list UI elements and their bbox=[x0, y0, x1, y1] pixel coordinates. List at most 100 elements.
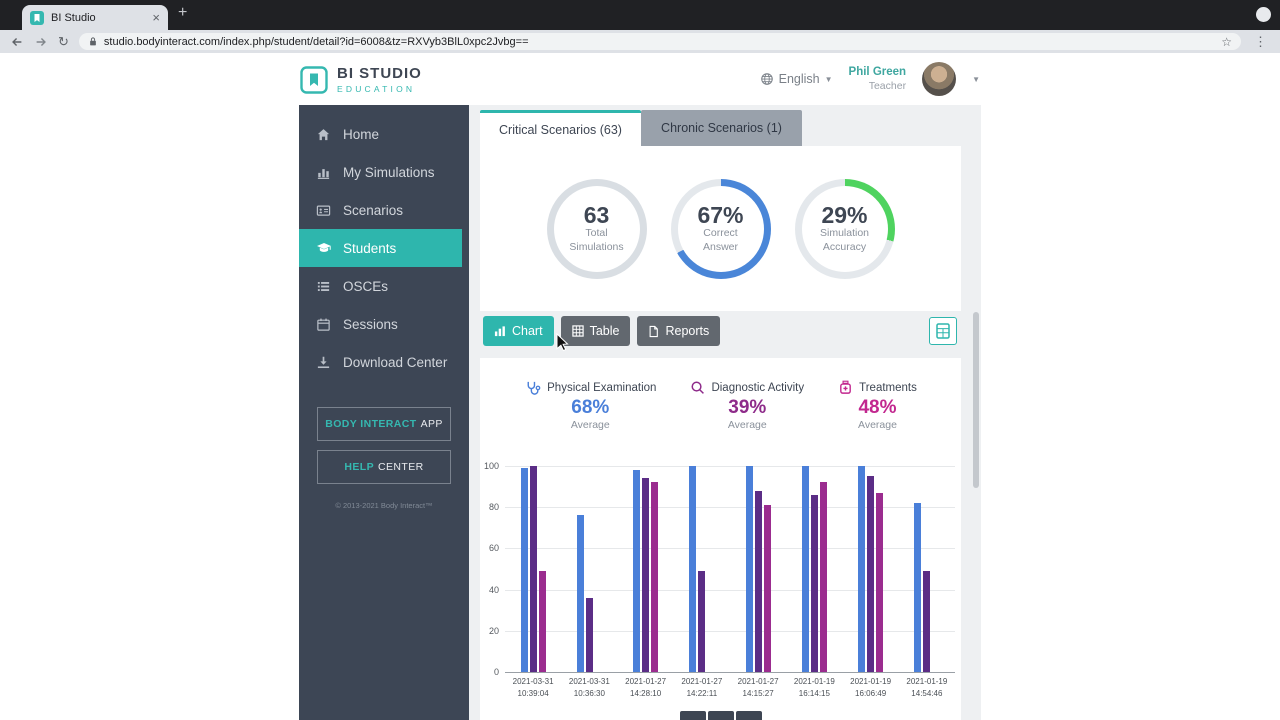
bar-group bbox=[618, 466, 674, 672]
tab-close-icon[interactable]: × bbox=[152, 10, 160, 25]
logo-subtitle: EDUCATION bbox=[337, 84, 416, 94]
button-label-rest: APP bbox=[420, 418, 443, 430]
language-selector[interactable]: English ▼ bbox=[760, 72, 833, 86]
browser-menu-icon[interactable]: ⋮ bbox=[1254, 33, 1267, 49]
x-axis-label: 2021-01-27 14:22:11 bbox=[681, 677, 723, 698]
x-axis-label: 2021-01-19 16:06:49 bbox=[850, 677, 892, 698]
stat-label: Diagnostic Activity bbox=[711, 381, 805, 394]
sidebar-item-scenarios[interactable]: Scenarios bbox=[299, 191, 469, 229]
donut-value: 63 bbox=[583, 202, 610, 229]
button-label: Chart bbox=[512, 324, 543, 338]
export-excel-button[interactable] bbox=[929, 317, 957, 345]
donut-label: Simulation bbox=[819, 227, 870, 240]
reports-button[interactable]: Reports bbox=[637, 316, 721, 346]
button-label: Table bbox=[589, 324, 620, 338]
gridline bbox=[505, 672, 955, 673]
bi-studio-logo-icon bbox=[300, 65, 328, 94]
sidebar: Home My Simulations Scenarios Students bbox=[299, 105, 469, 720]
body-interact-app-button[interactable]: BODY INTERACT APP bbox=[317, 407, 451, 441]
stat-label: Physical Examination bbox=[547, 381, 657, 394]
main-content: Critical Scenarios (63) Chronic Scenario… bbox=[469, 105, 981, 720]
bar-group bbox=[843, 466, 899, 672]
x-axis-label: 2021-01-27 14:28:10 bbox=[625, 677, 667, 698]
sidebar-item-students[interactable]: Students bbox=[299, 229, 462, 267]
y-axis-label: 60 bbox=[488, 543, 499, 554]
x-axis-label: 2021-01-27 14:15:27 bbox=[737, 677, 779, 698]
stats-row: Physical Examination 68% Average Diagnos… bbox=[480, 380, 961, 431]
bar-group bbox=[505, 466, 561, 672]
browser-profile-icon[interactable] bbox=[1256, 7, 1271, 22]
logo-title: BI STUDIO bbox=[337, 65, 422, 82]
new-tab-button[interactable]: + bbox=[178, 4, 188, 21]
treatments-icon bbox=[838, 380, 853, 395]
diagnostic-icon bbox=[690, 380, 705, 395]
bar-physical-examination bbox=[520, 468, 528, 672]
pagination-button[interactable] bbox=[679, 711, 706, 720]
pagination-button[interactable] bbox=[735, 711, 762, 720]
sidebar-item-download-center[interactable]: Download Center bbox=[299, 343, 469, 381]
avatar[interactable] bbox=[922, 62, 957, 96]
button-label: Reports bbox=[665, 324, 710, 338]
scrollbar-thumb[interactable] bbox=[973, 312, 979, 488]
chevron-down-icon: ▼ bbox=[824, 74, 833, 84]
reload-icon[interactable]: ↻ bbox=[58, 34, 69, 49]
tab-chronic-scenarios[interactable]: Chronic Scenarios (1) bbox=[641, 110, 802, 146]
bar-group bbox=[561, 466, 617, 672]
summary-card: 63 Total Simulations 67% Correct Answer … bbox=[480, 146, 961, 311]
pagination-button[interactable] bbox=[707, 711, 734, 720]
list-icon bbox=[316, 278, 332, 294]
x-axis-label: 2021-01-19 14:54:46 bbox=[906, 677, 948, 698]
bar-diagnostic-activity bbox=[585, 598, 593, 672]
stat-sub: Average bbox=[570, 418, 610, 431]
bi-studio-logo[interactable]: BI STUDIO EDUCATION bbox=[300, 65, 422, 94]
calendar-icon bbox=[316, 316, 332, 332]
bar-diagnostic-activity bbox=[529, 466, 537, 672]
tab-critical-scenarios[interactable]: Critical Scenarios (63) bbox=[480, 110, 641, 146]
y-axis-label: 100 bbox=[483, 461, 499, 471]
table-button[interactable]: Table bbox=[560, 316, 631, 346]
chevron-down-icon[interactable]: ▼ bbox=[972, 74, 980, 84]
donut-correct-answer: 67% Correct Answer bbox=[670, 178, 771, 279]
sidebar-item-label: OSCEs bbox=[343, 278, 389, 294]
sidebar-item-home[interactable]: Home bbox=[299, 115, 469, 153]
help-center-button[interactable]: HELP CENTER bbox=[317, 450, 451, 484]
donut-total-simulations: 63 Total Simulations bbox=[546, 178, 647, 279]
user-role: Teacher bbox=[868, 79, 907, 92]
language-label: English bbox=[778, 72, 820, 86]
browser-tab[interactable]: BI Studio × bbox=[22, 5, 168, 30]
bar-diagnostic-activity bbox=[923, 571, 931, 672]
bar-treatments bbox=[763, 505, 771, 672]
donut-label: Correct bbox=[703, 227, 738, 240]
button-label-strong: BODY INTERACT bbox=[325, 418, 417, 430]
bar-chart: 0 20 40 60 80 100 2021-03-31 10:39:04 2021-03-31… bbox=[480, 358, 961, 720]
y-axis-label: 0 bbox=[493, 667, 499, 677]
bar-treatments bbox=[876, 493, 884, 672]
user-info[interactable]: Phil Green Teacher bbox=[849, 65, 907, 93]
mouse-cursor bbox=[556, 332, 569, 357]
donut-label: Answer bbox=[702, 240, 738, 253]
donut-simulation-accuracy: 29% Simulation Accuracy bbox=[794, 178, 895, 279]
address-bar[interactable]: studio.bodyinteract.com/index.php/studen… bbox=[78, 33, 1241, 50]
pagination-partial[interactable] bbox=[679, 711, 762, 720]
bar-physical-examination bbox=[914, 503, 922, 672]
sidebar-item-osces[interactable]: OSCEs bbox=[299, 267, 469, 305]
sidebar-item-my-simulations[interactable]: My Simulations bbox=[299, 153, 469, 191]
x-axis-label: 2021-01-19 16:14:15 bbox=[793, 677, 835, 698]
url-text: studio.bodyinteract.com/index.php/studen… bbox=[103, 35, 529, 48]
chart-button[interactable]: Chart bbox=[483, 316, 554, 346]
forward-icon[interactable] bbox=[34, 35, 48, 49]
sidebar-item-label: Download Center bbox=[343, 354, 448, 370]
back-icon[interactable] bbox=[10, 35, 24, 49]
bookmark-star-icon[interactable]: ☆ bbox=[1221, 34, 1232, 49]
sidebar-item-label: Students bbox=[343, 240, 397, 256]
stat-diagnostic-activity: Diagnostic Activity 39% Average bbox=[690, 380, 804, 431]
bar-treatments bbox=[538, 571, 546, 672]
gridline bbox=[505, 589, 955, 591]
y-axis-label: 80 bbox=[488, 502, 499, 513]
browser-tab-strip: BI Studio × + bbox=[0, 0, 1280, 30]
sidebar-item-sessions[interactable]: Sessions bbox=[299, 305, 469, 343]
stethoscope-icon bbox=[524, 380, 541, 395]
stat-value: 48% bbox=[858, 397, 897, 418]
copyright: © 2013-2021 Body Interact™ bbox=[335, 501, 433, 510]
bar-physical-examination bbox=[745, 466, 753, 672]
